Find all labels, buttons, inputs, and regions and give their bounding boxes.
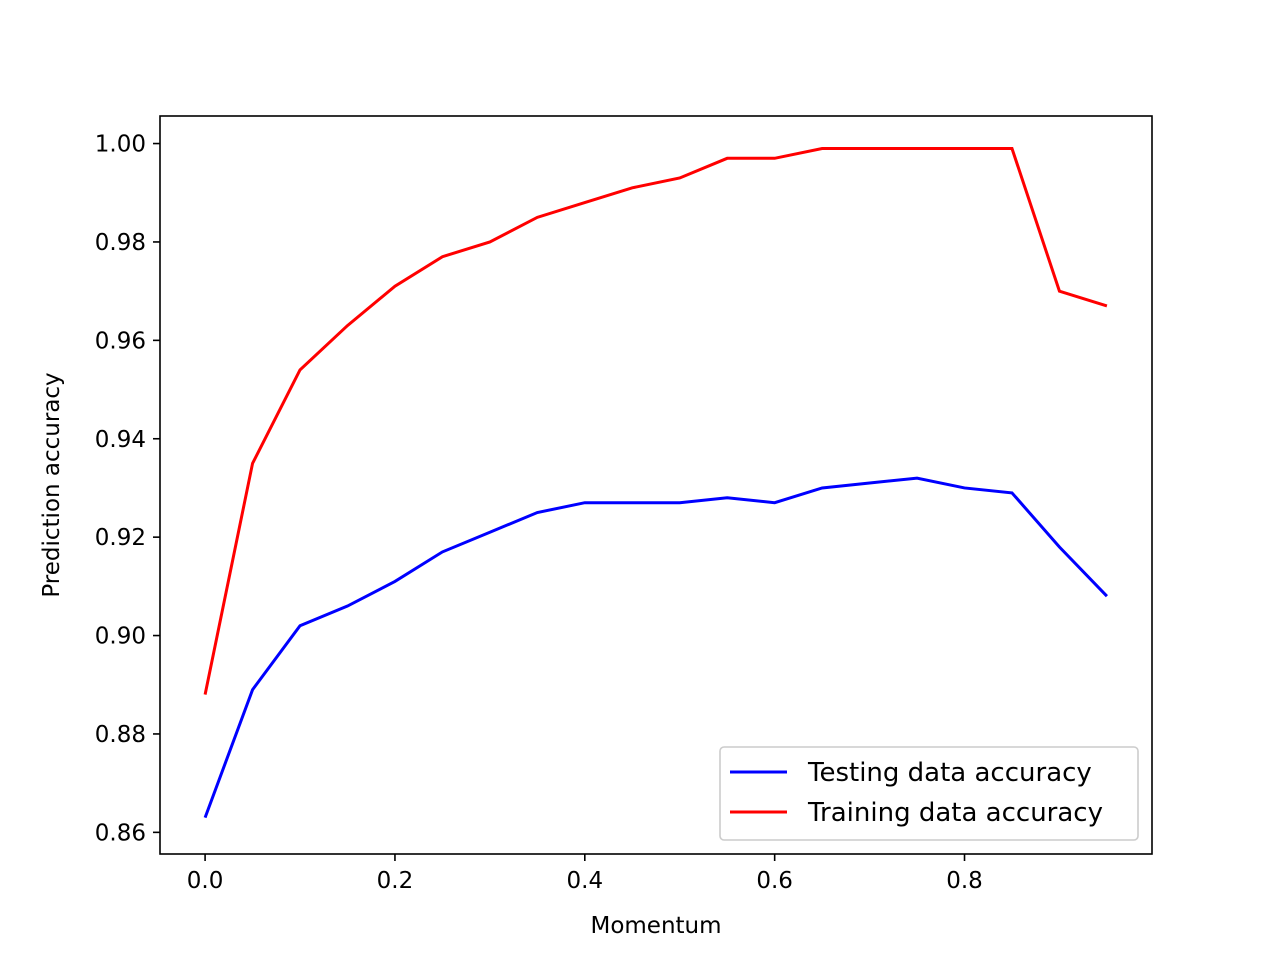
y-tick-label: 0.88 <box>95 722 146 748</box>
legend-label-0: Testing data accuracy <box>807 758 1092 788</box>
x-axis: 0.0 0.2 0.4 0.6 0.8 <box>187 854 983 894</box>
series-layer <box>203 146 1108 819</box>
y-tick-label: 0.90 <box>95 624 146 650</box>
y-tick-label: 0.94 <box>95 427 146 453</box>
y-axis-label: Prediction accuracy <box>39 372 65 597</box>
x-tick-label: 0.2 <box>377 868 414 894</box>
y-tick-label: 0.86 <box>95 820 146 846</box>
legend-box <box>719 746 1139 841</box>
x-tick-label: 0.0 <box>187 868 224 894</box>
y-axis: 0.86 0.88 0.90 0.92 0.94 0.96 0.98 1.00 <box>95 132 160 846</box>
x-tick-label: 0.8 <box>946 868 983 894</box>
plot-area-frame <box>159 115 1153 855</box>
legend: Testing data accuracy Training data accur… <box>719 746 1139 841</box>
y-tick-label: 0.98 <box>95 230 146 256</box>
y-tick-label: 0.92 <box>95 525 146 551</box>
y-tick-label: 0.96 <box>95 328 146 354</box>
series-line-0 <box>203 476 1108 819</box>
legend-label-1: Training data accuracy <box>807 798 1103 828</box>
x-tick-label: 0.6 <box>756 868 793 894</box>
x-axis-label: Momentum <box>590 913 721 939</box>
x-tick-label: 0.4 <box>567 868 604 894</box>
y-tick-label: 1.00 <box>95 132 146 158</box>
series-line-1 <box>203 146 1108 695</box>
